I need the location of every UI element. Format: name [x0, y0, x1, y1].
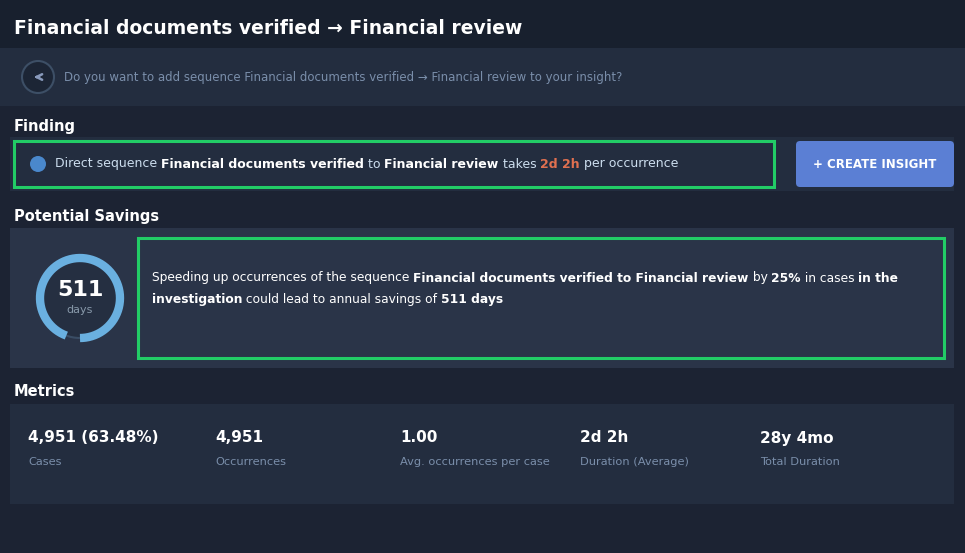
- Text: in cases: in cases: [801, 272, 859, 284]
- Text: Direct sequence: Direct sequence: [55, 158, 161, 170]
- FancyBboxPatch shape: [0, 48, 965, 106]
- Text: 4,951 (63.48%): 4,951 (63.48%): [28, 430, 158, 446]
- Circle shape: [22, 61, 54, 93]
- FancyBboxPatch shape: [10, 404, 954, 504]
- Text: Duration (Average): Duration (Average): [580, 457, 689, 467]
- FancyBboxPatch shape: [10, 228, 954, 368]
- Text: Do you want to add sequence Financial documents verified → Financial review to y: Do you want to add sequence Financial do…: [64, 70, 622, 84]
- Text: 28y 4mo: 28y 4mo: [760, 430, 834, 446]
- FancyBboxPatch shape: [14, 141, 774, 187]
- Text: Cases: Cases: [28, 457, 62, 467]
- Circle shape: [30, 156, 46, 172]
- Text: 511: 511: [57, 280, 103, 300]
- FancyBboxPatch shape: [796, 141, 954, 187]
- Text: 2d 2h: 2d 2h: [540, 158, 580, 170]
- Text: Finding: Finding: [14, 118, 76, 133]
- Text: Total Duration: Total Duration: [760, 457, 840, 467]
- Text: takes: takes: [499, 158, 540, 170]
- Text: by: by: [749, 272, 771, 284]
- Text: per occurrence: per occurrence: [580, 158, 678, 170]
- Text: in the: in the: [859, 272, 898, 284]
- FancyBboxPatch shape: [10, 137, 954, 191]
- Text: Financial documents verified to Financial review: Financial documents verified to Financia…: [413, 272, 749, 284]
- Text: + CREATE INSIGHT: + CREATE INSIGHT: [813, 158, 937, 170]
- Text: 1.00: 1.00: [400, 430, 437, 446]
- Text: Avg. occurrences per case: Avg. occurrences per case: [400, 457, 550, 467]
- Text: Metrics: Metrics: [14, 384, 75, 399]
- Circle shape: [40, 258, 120, 338]
- FancyBboxPatch shape: [0, 0, 965, 48]
- Text: Financial documents verified: Financial documents verified: [161, 158, 364, 170]
- Text: 4,951: 4,951: [215, 430, 263, 446]
- Text: Speeding up occurrences of the sequence: Speeding up occurrences of the sequence: [152, 272, 413, 284]
- Text: days: days: [67, 305, 94, 315]
- Text: 511 days: 511 days: [441, 294, 504, 306]
- Text: Potential Savings: Potential Savings: [14, 208, 159, 223]
- Text: Occurrences: Occurrences: [215, 457, 286, 467]
- Text: to: to: [364, 158, 384, 170]
- FancyBboxPatch shape: [138, 238, 944, 358]
- Text: Financial documents verified → Financial review: Financial documents verified → Financial…: [14, 18, 522, 38]
- Text: 25%: 25%: [771, 272, 801, 284]
- Text: 2d 2h: 2d 2h: [580, 430, 628, 446]
- Text: Financial review: Financial review: [384, 158, 499, 170]
- Text: could lead to annual savings of: could lead to annual savings of: [242, 294, 441, 306]
- Text: investigation: investigation: [152, 294, 242, 306]
